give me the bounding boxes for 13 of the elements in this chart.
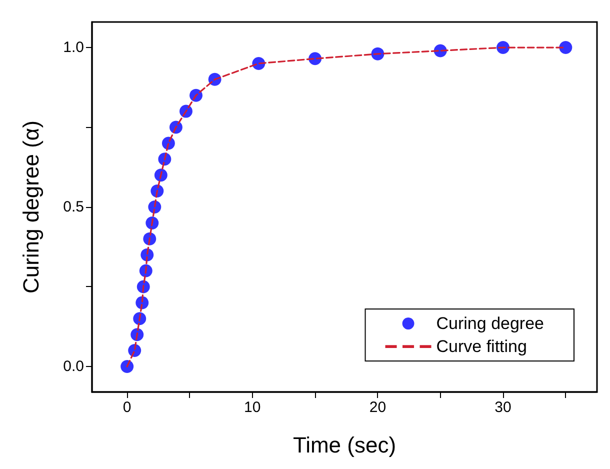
- x-axis-title: Time (sec): [292, 432, 396, 458]
- x-tick-label: 20: [369, 399, 386, 416]
- legend-label: Curve fitting: [436, 337, 527, 356]
- x-tick-label: 30: [494, 399, 512, 416]
- y-tick-label: 0.5: [63, 198, 84, 216]
- x-tick-label: 10: [244, 399, 261, 416]
- y-tick-label: 1.0: [63, 39, 84, 56]
- point: [559, 41, 572, 54]
- y-axis-title: Curing degree (α): [18, 120, 44, 294]
- y-tick-label: 0.0: [63, 358, 84, 375]
- point: [120, 360, 134, 373]
- x-tick-label: 0: [122, 399, 132, 416]
- legend-label: Curing degree: [436, 314, 544, 333]
